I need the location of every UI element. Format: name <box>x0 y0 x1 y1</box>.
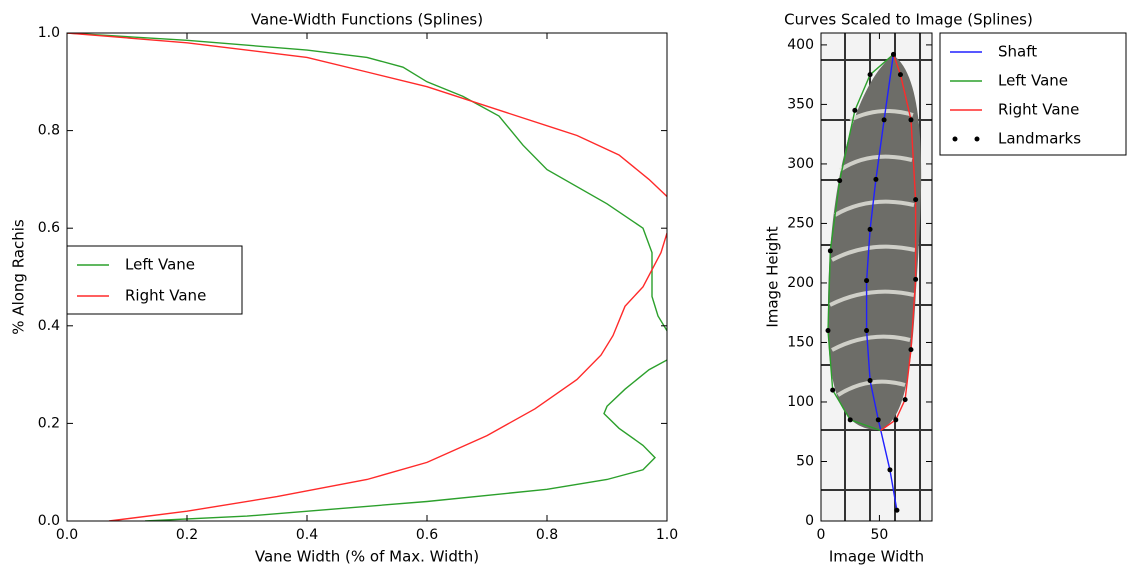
landmark <box>864 278 870 284</box>
y-tick-label: 1.0 <box>38 25 60 41</box>
legend: Shaft Left Vane Right Vane Landmarks <box>939 32 1127 156</box>
landmark <box>867 226 873 232</box>
landmark <box>867 378 873 384</box>
y-tick-label: 100 <box>787 394 814 410</box>
landmark <box>867 72 873 78</box>
y-tick-label: 400 <box>787 37 814 53</box>
landmark <box>847 417 853 423</box>
chart-title: Curves Scaled to Image (Splines) <box>784 11 1033 29</box>
x-tick-label: 0.0 <box>56 527 78 543</box>
y-tick-label: 0.2 <box>38 415 60 431</box>
landmark <box>852 107 858 113</box>
y-tick-label: 150 <box>787 334 814 350</box>
y-tick-label: 200 <box>787 275 814 291</box>
legend-label: Right Vane <box>998 101 1079 119</box>
legend-label: Right Vane <box>125 287 206 305</box>
x-tick-label: 50 <box>871 527 889 543</box>
landmark <box>913 197 919 203</box>
legend-label: Left Vane <box>998 72 1068 90</box>
y-tick-label: 350 <box>787 96 814 112</box>
y-tick-label: 250 <box>787 215 814 231</box>
landmark <box>890 51 896 57</box>
legend-label: Landmarks <box>998 130 1081 148</box>
legend: Left Vane Right Vane <box>66 245 243 315</box>
feather-image <box>821 33 932 521</box>
legend-label: Shaft <box>998 43 1037 61</box>
landmark <box>908 117 914 123</box>
y-tick-label: 300 <box>787 156 814 172</box>
landmark <box>908 347 914 353</box>
x-tick-label: 1.0 <box>656 527 678 543</box>
y-tick-label: 0.8 <box>38 123 60 139</box>
landmark <box>893 417 899 423</box>
landmark <box>887 467 893 473</box>
x-tick-label: 0.8 <box>536 527 558 543</box>
x-tick-label: 0.2 <box>176 527 198 543</box>
landmark <box>830 387 836 393</box>
landmark <box>881 117 887 123</box>
scaled-curves-chart: 0 50 0 50 100 150 200 250 300 350 400 Curves Scaled… <box>764 11 1127 566</box>
y-tick-label: 0.0 <box>38 513 60 529</box>
series-line <box>67 33 667 521</box>
landmark <box>913 276 919 282</box>
plot-frame <box>820 32 933 522</box>
x-axis-label: Vane Width (% of Max. Width) <box>255 548 479 566</box>
y-axis-label: Image Height <box>764 226 782 327</box>
legend-label: Left Vane <box>125 256 195 274</box>
legend-box <box>66 245 243 315</box>
x-tick-label: 0.6 <box>416 527 438 543</box>
x-tick-label: 0 <box>817 527 826 543</box>
series-line <box>67 33 667 521</box>
x-tick-label: 0.4 <box>296 527 318 543</box>
x-axis-label: Image Width <box>829 548 924 566</box>
landmark <box>864 328 870 334</box>
series-line <box>865 54 898 511</box>
y-tick-label: 50 <box>796 453 814 469</box>
landmark <box>837 178 843 184</box>
landmark <box>875 417 881 423</box>
legend-box <box>939 32 1127 156</box>
landmark <box>897 72 903 78</box>
landmark <box>825 328 831 334</box>
y-axis-label: % Along Rachis <box>10 219 28 335</box>
y-tick-label: 0.6 <box>38 220 60 236</box>
y-tick-label: 0 <box>805 513 814 529</box>
landmark <box>873 176 879 182</box>
legend-marker <box>952 136 958 142</box>
y-tick-label: 0.4 <box>38 318 60 334</box>
vane-width-chart: 0.0 0.2 0.4 0.6 0.8 1.0 0.0 0.2 0.4 0.6 0.8 1.0 Vane… <box>10 11 679 566</box>
landmark <box>902 397 908 403</box>
landmark <box>827 248 833 254</box>
legend-marker <box>974 136 980 142</box>
landmark <box>894 507 900 513</box>
chart-title: Vane-Width Functions (Splines) <box>251 11 483 29</box>
